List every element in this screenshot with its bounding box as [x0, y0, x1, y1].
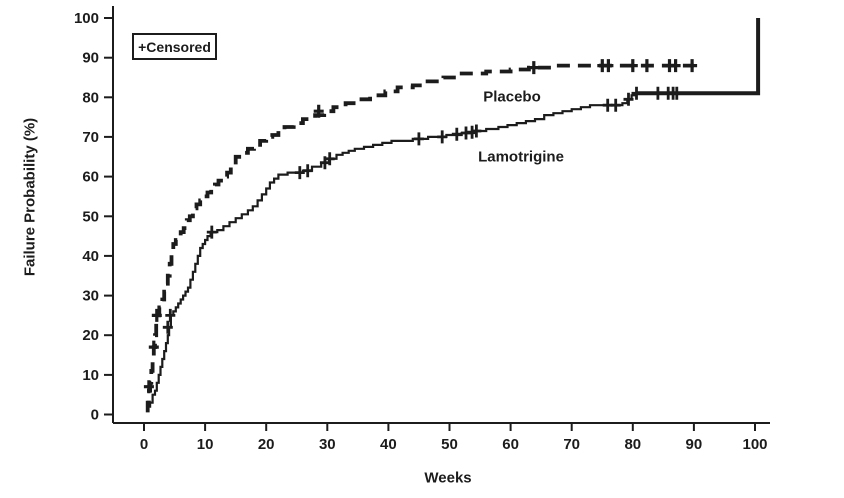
- x-tick-label: 0: [140, 436, 148, 453]
- x-tick-label: 60: [502, 436, 519, 453]
- lamotrigine-censored-mark: [206, 225, 217, 239]
- y-axis-title: Failure Probability (%): [21, 117, 39, 277]
- y-tick-label: 90: [82, 50, 99, 67]
- placebo-curve: [145, 63, 694, 413]
- x-tick-label: 10: [197, 436, 214, 453]
- x-tick-label: 40: [380, 436, 397, 453]
- placebo-censored-mark: [151, 308, 162, 322]
- y-tick-label: 40: [82, 248, 99, 265]
- y-tick-label: 100: [74, 10, 99, 27]
- placebo-censored-mark: [143, 380, 154, 394]
- x-tick-label: 20: [258, 436, 275, 453]
- placebo-censored-mark: [528, 61, 539, 75]
- lamotrigine-censored-mark: [413, 132, 424, 146]
- y-tick-label: 70: [82, 129, 99, 146]
- lamotrigine-series-label: Lamotrigine: [478, 148, 564, 166]
- placebo-censored-mark: [687, 59, 698, 73]
- x-tick-label: 70: [563, 436, 580, 453]
- lamotrigine-curve: [146, 93, 637, 412]
- y-tick-label: 20: [82, 327, 99, 344]
- censored-legend-label: +Censored: [138, 38, 211, 55]
- lamotrigine-censored-mark: [671, 86, 682, 100]
- lamotrigine-censored-mark: [631, 86, 642, 100]
- lamotrigine-censored-mark: [451, 127, 462, 141]
- y-tick-label: 50: [82, 208, 99, 225]
- lamotrigine-censored-mark: [652, 86, 663, 100]
- placebo-series-label: Placebo: [483, 88, 541, 106]
- lamotrigine-censored-mark: [610, 98, 621, 112]
- y-tick-label: 30: [82, 288, 99, 305]
- placebo-censored-mark: [148, 340, 159, 354]
- placebo-censored-mark: [641, 59, 652, 73]
- placebo-censored-mark: [670, 59, 681, 73]
- lamotrigine-curve-tail: [635, 18, 761, 96]
- censored-legend: +Censored: [132, 33, 217, 60]
- x-tick-label: 100: [742, 436, 767, 453]
- x-tick-label: 30: [319, 436, 336, 453]
- x-tick-label: 90: [686, 436, 703, 453]
- y-tick-label: 0: [91, 407, 99, 424]
- y-tick-label: 60: [82, 169, 99, 186]
- placebo-censored-mark: [603, 59, 614, 73]
- lamotrigine-censored-mark: [623, 92, 634, 106]
- lamotrigine-censored-mark: [302, 164, 313, 178]
- lamotrigine-censored-mark: [437, 130, 448, 144]
- y-tick-label: 80: [82, 89, 99, 106]
- placebo-censored-mark: [313, 104, 324, 118]
- x-axis-title: Weeks: [424, 469, 472, 487]
- y-tick-label: 10: [82, 367, 99, 384]
- lamotrigine-censored-mark: [294, 166, 305, 180]
- lamotrigine-censored-mark: [471, 124, 482, 138]
- lamotrigine-censored-mark: [162, 320, 173, 334]
- x-tick-label: 50: [441, 436, 458, 453]
- lamotrigine-censored-mark: [165, 308, 176, 322]
- x-tick-label: 80: [624, 436, 641, 453]
- lamotrigine-censored-mark: [324, 152, 335, 166]
- placebo-censored-mark: [627, 59, 638, 73]
